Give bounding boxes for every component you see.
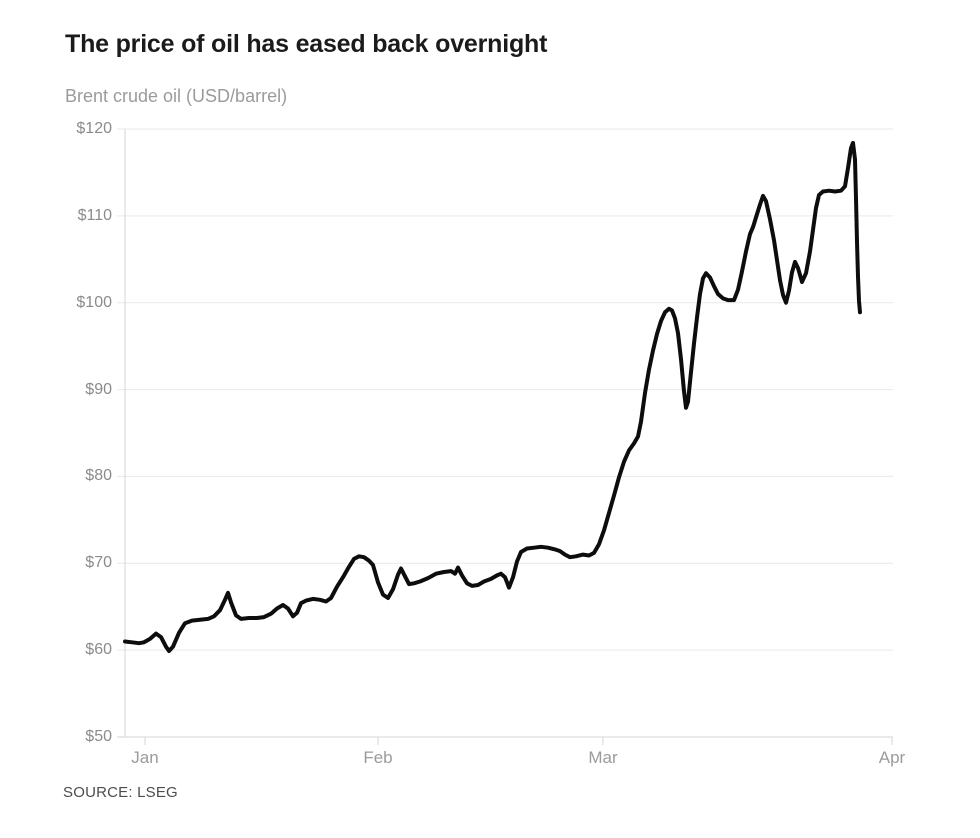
- x-axis-label: Feb: [363, 748, 393, 767]
- chart-title: The price of oil has eased back overnigh…: [65, 30, 548, 58]
- x-axis-label: Jan: [131, 748, 159, 767]
- price-line: [123, 140, 862, 653]
- y-axis-label: $70: [85, 554, 112, 572]
- x-axis-label: Mar: [588, 748, 618, 767]
- y-axis-label: $110: [77, 206, 112, 224]
- chart-subtitle: Brent crude oil (USD/barrel): [65, 86, 288, 106]
- y-axis-label: $80: [85, 467, 112, 485]
- x-axis-label: Apr: [878, 748, 906, 767]
- y-axis-label: $60: [85, 641, 112, 659]
- y-axis-label: $90: [85, 380, 112, 398]
- y-axis-label: $50: [85, 728, 112, 745]
- y-axis-label: $100: [76, 293, 112, 311]
- source-attribution: SOURCE: LSEG: [63, 784, 178, 801]
- y-axis-label: $120: [76, 120, 112, 137]
